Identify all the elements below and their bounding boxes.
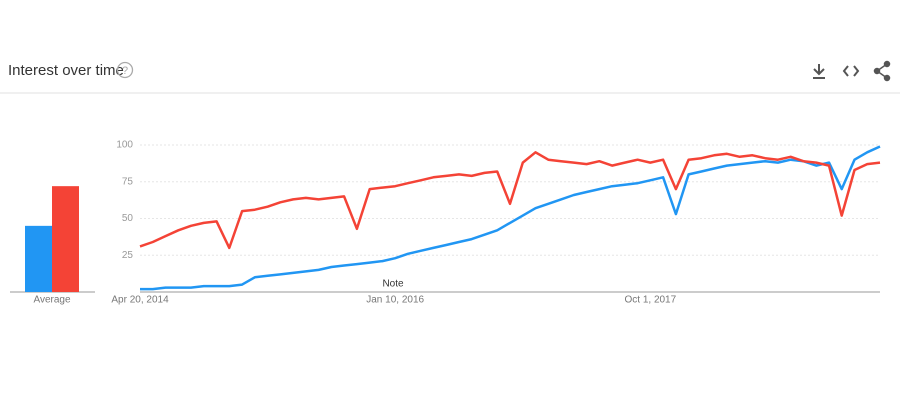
- average-bar: [25, 225, 52, 292]
- svg-text:?: ?: [122, 65, 128, 77]
- annotation: Note: [382, 279, 404, 290]
- y-tick-label: 25: [122, 250, 134, 261]
- widget-title: Interest over time: [8, 62, 124, 79]
- x-tick-label: Apr 20, 2014: [111, 295, 169, 306]
- average-label: Average: [33, 295, 71, 306]
- x-tick-label: Oct 1, 2017: [624, 295, 676, 306]
- y-tick-label: 50: [122, 213, 134, 224]
- y-tick-label: 100: [116, 140, 133, 151]
- embed-icon[interactable]: [842, 65, 860, 77]
- y-tick-label: 75: [122, 176, 134, 187]
- trend-line: [139, 151, 881, 250]
- download-icon[interactable]: [813, 64, 825, 79]
- share-icon[interactable]: [873, 60, 891, 82]
- x-tick-label: Jan 10, 2016: [366, 295, 424, 306]
- help-icon[interactable]: ?: [116, 61, 134, 79]
- trend-line: [140, 145, 881, 291]
- average-bar: [52, 186, 79, 292]
